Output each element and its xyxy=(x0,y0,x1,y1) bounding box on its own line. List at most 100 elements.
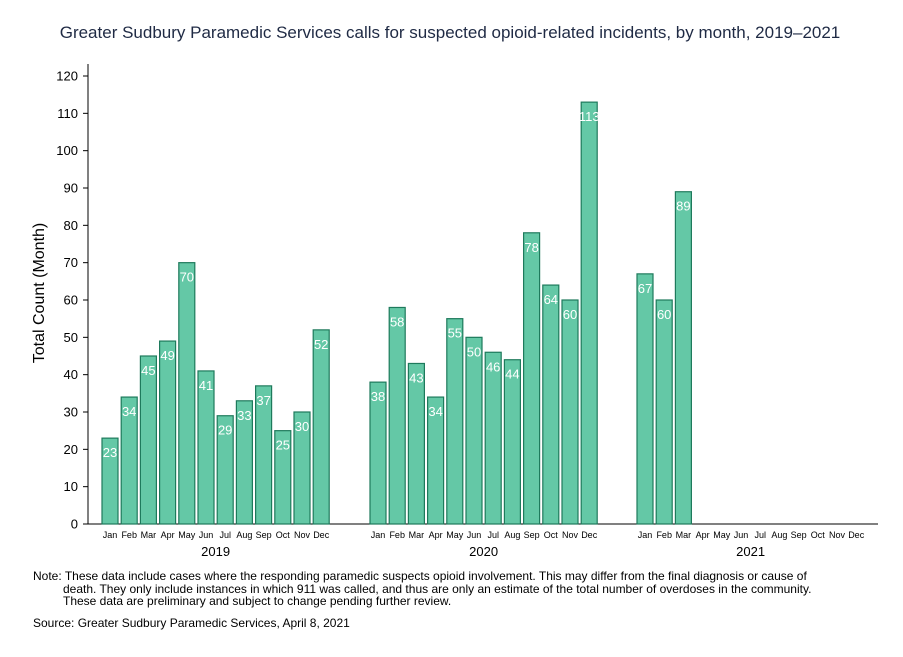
x-tick-label-month: Oct xyxy=(811,530,826,540)
bar xyxy=(101,437,119,525)
x-tick-label-month: Feb xyxy=(121,530,137,540)
data-label: 55 xyxy=(448,326,462,341)
x-tick-label-month: Nov xyxy=(294,530,311,540)
x-tick-label-month: Jan xyxy=(103,530,118,540)
x-tick-label-month: Jan xyxy=(371,530,386,540)
footnote: Note: These data include cases where the… xyxy=(33,570,883,608)
y-axis: 0 10 20 30 40 50 60 70 80 90 100 110 120 xyxy=(56,64,89,532)
bar xyxy=(580,101,598,525)
bar xyxy=(636,273,654,525)
data-label: 34 xyxy=(122,404,136,419)
x-tick-label-month: Oct xyxy=(276,530,291,540)
x-tick-label-month: Sep xyxy=(256,530,272,540)
x-tick-label-month: Mar xyxy=(409,530,425,540)
data-label: 45 xyxy=(141,363,155,378)
x-tick-label-month: Apr xyxy=(429,530,443,540)
x-tick-label-month: Jun xyxy=(734,530,749,540)
bar xyxy=(446,318,464,525)
x-tick-label-month: Aug xyxy=(504,530,520,540)
y-tick-label: 10 xyxy=(64,479,78,494)
x-tick-label-month: Jul xyxy=(487,530,499,540)
bar xyxy=(235,400,253,525)
data-label: 78 xyxy=(524,240,538,255)
note-label: Note: xyxy=(33,569,62,583)
x-group-label-year: 2019 xyxy=(201,544,230,559)
y-tick-label: 80 xyxy=(64,218,78,233)
data-label: 43 xyxy=(409,370,423,385)
x-tick-label-month: May xyxy=(713,530,731,540)
data-label: 70 xyxy=(180,270,194,285)
x-tick-label-month: Oct xyxy=(544,530,559,540)
data-label: 38 xyxy=(371,389,385,404)
x-tick-label-month: Dec xyxy=(581,530,598,540)
data-label: 49 xyxy=(160,348,174,363)
x-tick-label-month: May xyxy=(446,530,464,540)
y-axis-label: Total Count (Month) xyxy=(31,223,48,364)
y-tick-label: 70 xyxy=(64,255,78,270)
y-tick-label: 100 xyxy=(56,143,78,158)
x-tick-label-month: Apr xyxy=(696,530,710,540)
data-label: 23 xyxy=(103,445,117,460)
chart-title: Greater Sudbury Paramedic Services calls… xyxy=(60,23,841,42)
y-tick-label: 30 xyxy=(64,405,78,420)
y-tick-label: 40 xyxy=(64,367,78,382)
data-label: 34 xyxy=(428,404,442,419)
x-tick-label-month: Dec xyxy=(313,530,330,540)
bar xyxy=(503,359,521,525)
x-tick-label-month: Nov xyxy=(562,530,579,540)
bar xyxy=(369,381,387,525)
bar xyxy=(465,336,483,525)
bar xyxy=(388,306,406,525)
y-tick-label: 20 xyxy=(64,442,78,457)
data-label: 29 xyxy=(218,423,232,438)
y-tick-label: 50 xyxy=(64,330,78,345)
y-tick-label: 110 xyxy=(57,106,78,121)
bar xyxy=(178,262,196,525)
note-line-3: These data are preliminary and subject t… xyxy=(63,594,452,608)
data-label: 64 xyxy=(544,292,558,307)
bar xyxy=(216,415,234,525)
data-label: 113 xyxy=(579,109,600,124)
data-label: 67 xyxy=(638,281,652,296)
x-tick-label-month: Feb xyxy=(656,530,672,540)
data-labels: 23 34 45 49 70 41 29 33 37 25 30 52 38 58 43 34 55 50 46 44… xyxy=(103,109,691,460)
data-label: 50 xyxy=(467,344,481,359)
data-label: 58 xyxy=(390,314,404,329)
bar xyxy=(255,385,273,525)
y-tick-label: 90 xyxy=(64,181,78,196)
x-tick-label-month: Mar xyxy=(676,530,692,540)
y-tick-label: 0 xyxy=(71,517,78,532)
bar xyxy=(274,430,292,525)
bar xyxy=(484,351,502,525)
x-tick-label-month: May xyxy=(178,530,196,540)
data-label: 60 xyxy=(657,307,671,322)
x-tick-label-month: Jan xyxy=(638,530,653,540)
bar xyxy=(427,396,445,525)
x-axis: Jan Feb Mar Apr May Jun Jul Aug Sep Oct Nov Dec2019… xyxy=(88,523,878,559)
data-label: 41 xyxy=(199,378,213,393)
bar xyxy=(312,329,330,525)
bar xyxy=(674,191,693,525)
x-tick-label-month: Aug xyxy=(771,530,787,540)
bar xyxy=(522,232,541,525)
x-tick-label-month: Jun xyxy=(467,530,482,540)
x-group-label-year: 2020 xyxy=(469,544,498,559)
data-label: 89 xyxy=(676,199,690,214)
bar xyxy=(542,284,560,525)
y-tick-label: 60 xyxy=(64,293,78,308)
x-tick-label-month: Apr xyxy=(161,530,175,540)
bar xyxy=(120,396,138,525)
x-tick-label-month: Nov xyxy=(829,530,846,540)
x-tick-label-month: Dec xyxy=(848,530,865,540)
bar xyxy=(655,299,673,525)
data-label: 30 xyxy=(295,419,309,434)
bar xyxy=(159,340,177,525)
y-tick-label: 120 xyxy=(56,69,78,84)
data-label: 60 xyxy=(563,307,577,322)
x-tick-label-month: Jul xyxy=(219,530,231,540)
x-group-label-year: 2021 xyxy=(736,544,765,559)
data-label: 52 xyxy=(314,337,328,352)
x-tick-label-month: Aug xyxy=(236,530,252,540)
note-line-2: death. They only include instances in wh… xyxy=(63,581,812,596)
data-label: 46 xyxy=(486,359,500,374)
